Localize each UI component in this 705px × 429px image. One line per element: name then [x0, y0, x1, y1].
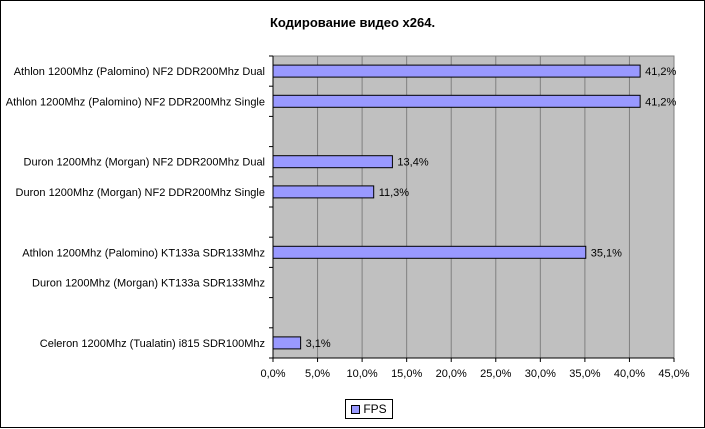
data-label: 35,1% [591, 247, 622, 259]
bar [272, 94, 641, 108]
category-label: Celeron 1200Mhz (Tualatin) i815 SDR100Mh… [40, 338, 265, 350]
data-label: 41,2% [645, 96, 676, 108]
legend-swatch [351, 404, 361, 414]
chart-title: Кодирование видео x264. [269, 15, 436, 30]
x-tick-label: 5,0% [305, 368, 330, 380]
data-label: 3,1% [306, 338, 331, 350]
x-tick-label: 20,0% [436, 368, 467, 380]
category-label: Duron 1200Mhz (Morgan) KT133a SDR133Mhz [32, 278, 265, 290]
x-tick-label: 0,0% [260, 368, 285, 380]
data-label: 11,3% [379, 187, 410, 199]
category-label: Duron 1200Mhz (Morgan) NF2 DDR200Mhz Dua… [24, 157, 265, 169]
data-label: 13,4% [397, 157, 428, 169]
x-tick-label: 15,0% [391, 368, 422, 380]
data-label: 41,2% [645, 66, 676, 78]
category-label: Duron 1200Mhz (Morgan) NF2 DDR200Mhz Sin… [16, 187, 265, 199]
x-tick-label: 40,0% [614, 368, 645, 380]
bar [272, 155, 393, 169]
x-tick-label: 10,0% [347, 368, 378, 380]
category-label: Athlon 1200Mhz (Palomino) KT133a SDR133M… [22, 247, 265, 259]
bar [272, 185, 375, 199]
category-label: Athlon 1200Mhz (Palomino) NF2 DDR200Mhz … [14, 66, 265, 78]
bar [272, 245, 587, 259]
legend: FPS [345, 399, 393, 419]
x-tick-label: 25,0% [480, 368, 511, 380]
category-label: Athlon 1200Mhz (Palomino) NF2 DDR200Mhz … [6, 96, 265, 108]
x-tick-label: 30,0% [525, 368, 556, 380]
x-tick-label: 35,0% [569, 368, 600, 380]
legend-label: FPS [363, 402, 387, 416]
bar [272, 336, 302, 350]
x-tick-label: 45,0% [658, 368, 689, 380]
bar [272, 64, 641, 78]
